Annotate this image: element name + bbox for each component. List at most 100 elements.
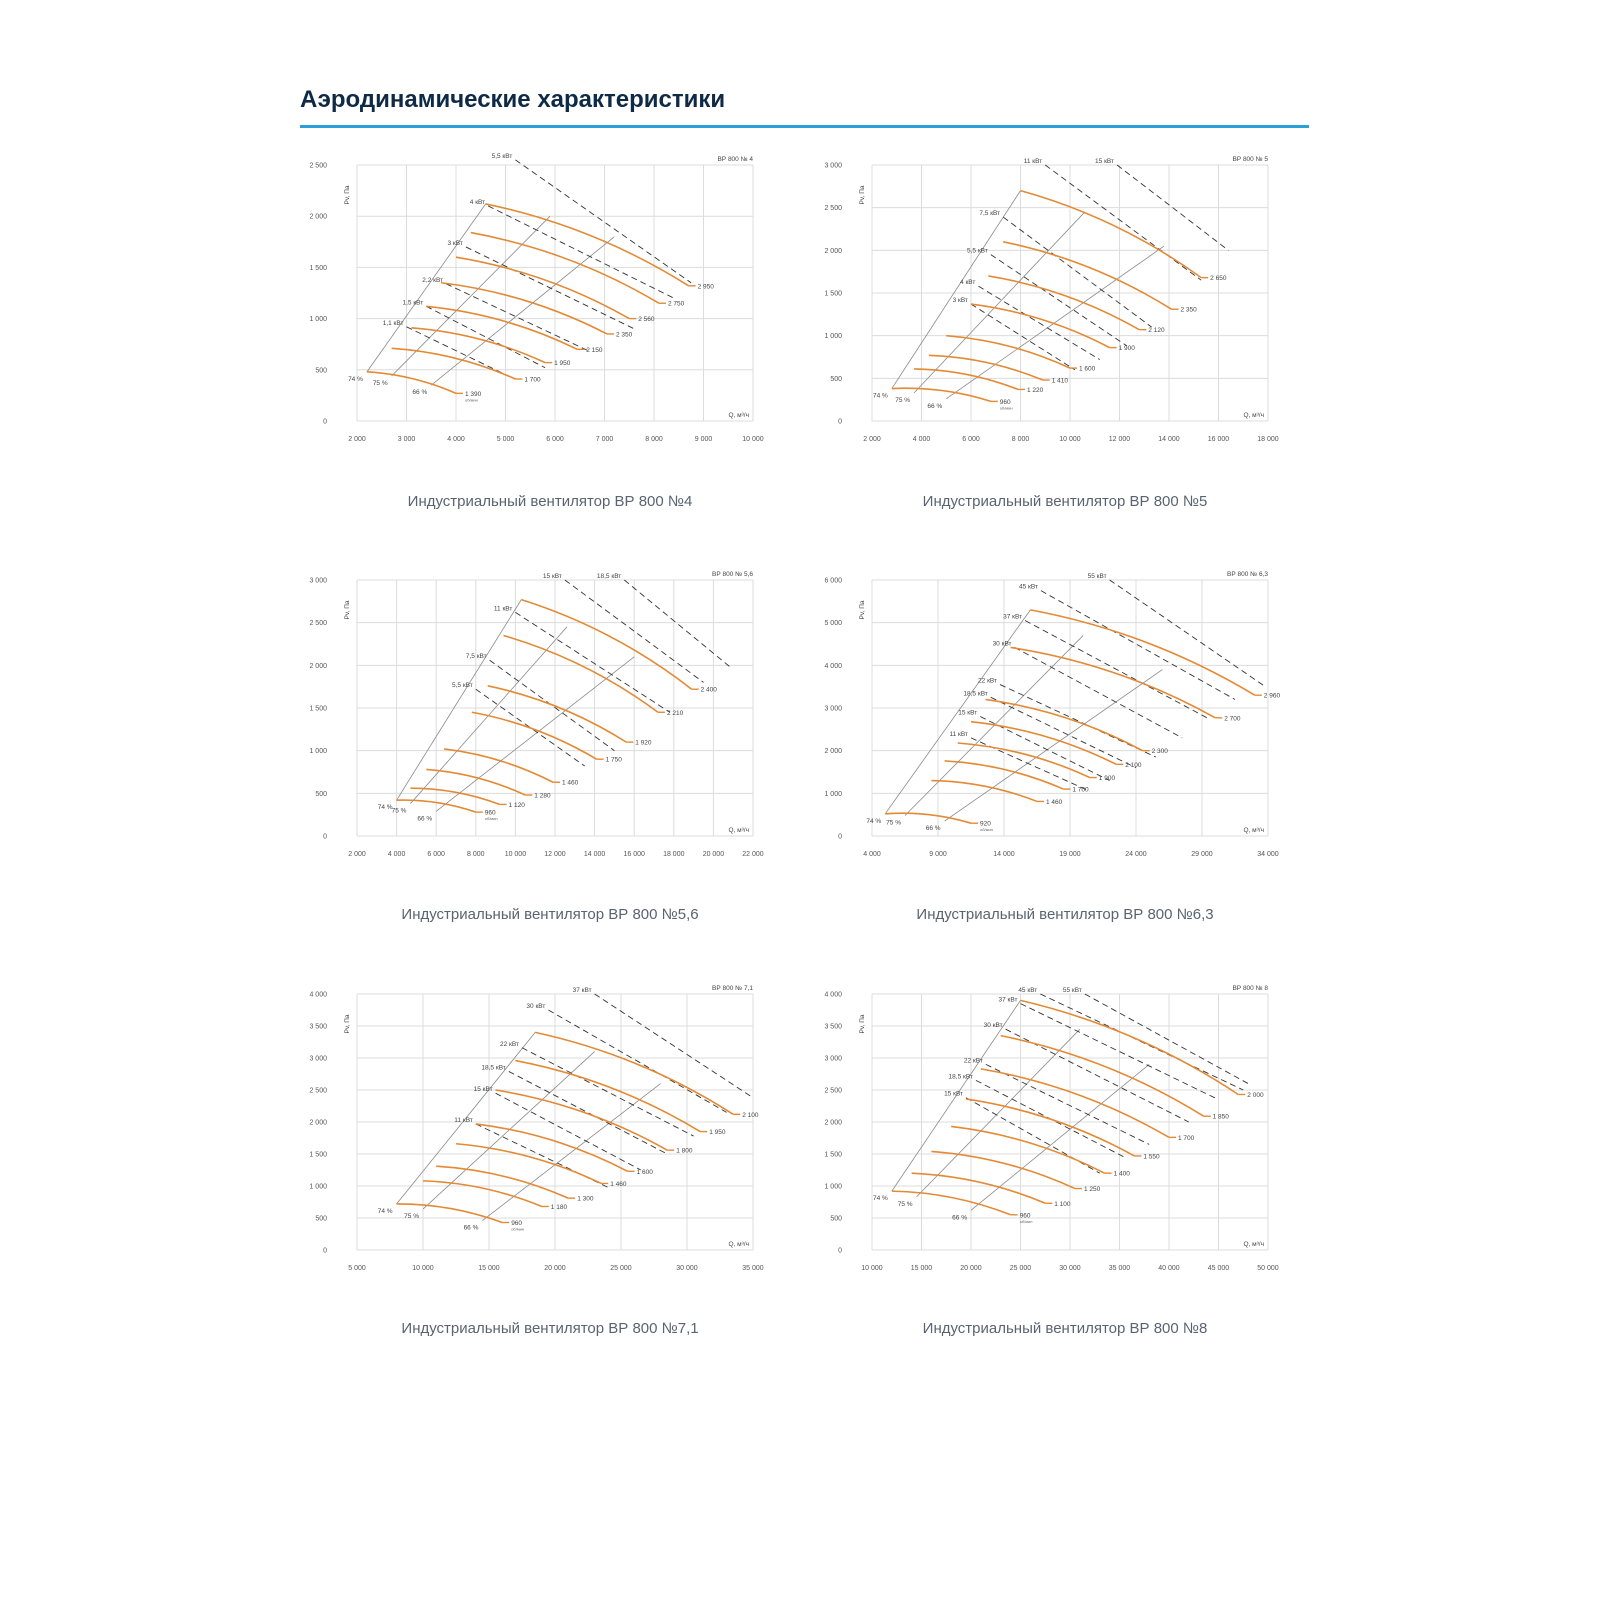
chart-grid: [356, 579, 754, 837]
power-label: 1,5 кВт: [403, 299, 424, 306]
power-label: 1,1 кВт: [383, 320, 404, 327]
power-line: [624, 579, 732, 669]
x-tick-label: 40 000: [1158, 1265, 1180, 1272]
y-tick-label: 4 000: [309, 992, 327, 999]
fan-curve: [1000, 1034, 1205, 1117]
rpm-label: 1 300: [577, 1196, 594, 1203]
power-label: 15 кВт: [958, 710, 977, 717]
chart-grid: [356, 164, 754, 422]
efficiency-line: [422, 1051, 595, 1210]
power-line: [980, 716, 1110, 781]
fan-curve: [503, 634, 659, 713]
y-tick-label: 2 000: [824, 248, 842, 255]
fan-curve: [521, 598, 693, 690]
power-line: [1084, 993, 1249, 1084]
x-tick-label: 45 000: [1208, 1265, 1230, 1272]
efficiency-label: 74 %: [378, 804, 393, 811]
x-tick-label: 20 000: [960, 1265, 982, 1272]
y-axis-label: Pv, Па: [344, 600, 351, 619]
fan-curve: [426, 768, 526, 796]
rpm-label: 1 400: [1114, 1171, 1131, 1178]
y-tick-label: 2 500: [824, 205, 842, 212]
fan-curve: [455, 1142, 602, 1185]
chart-svg: 2 000 4 000 6 000 8 000 10 000 12 000 14 000 16…: [309, 571, 763, 858]
power-label: 37 кВт: [999, 997, 1018, 1004]
rpm-label: 2 950: [698, 283, 715, 290]
rpm-label: 960: [511, 1220, 522, 1227]
fan-curve: [515, 1059, 701, 1133]
fan-curve: [946, 334, 1071, 369]
chart-caption-vr800-4: Индустриальный вентилятор ВР 800 №4: [407, 493, 693, 510]
power-label: 15 кВт: [944, 1091, 963, 1098]
power-line: [465, 246, 635, 330]
y-tick-label: 500: [830, 1216, 842, 1223]
y-tick-label: 3 500: [309, 1024, 327, 1031]
power-line: [978, 285, 1100, 360]
rpm-label: 1 120: [509, 802, 526, 809]
fan-curve: [914, 368, 1019, 391]
rpm-label: 1 600: [1079, 366, 1096, 373]
efficiency-line: [884, 609, 1031, 815]
chart-vr800-6-3: 4 000 9 000 14 000 19 000 24 000 29 000 34 000…: [820, 558, 1290, 883]
efficiency-line: [944, 669, 1163, 822]
x-tick-label: 9 000: [929, 851, 947, 858]
power-label: 5,5 кВт: [967, 248, 988, 255]
fan-curve: [487, 685, 627, 743]
rpm-label: 1 600: [637, 1169, 654, 1176]
chart-grid: [356, 993, 754, 1251]
y-tick-label: 500: [830, 376, 842, 383]
power-line: [487, 205, 675, 299]
y-tick-label: 0: [838, 1248, 842, 1255]
y-tick-label: 3 000: [824, 163, 842, 170]
power-label: 18,5 кВт: [963, 690, 987, 697]
fan-curve: [891, 387, 992, 403]
chart-grid: [871, 993, 1269, 1251]
chart-caption-vr800-6-3: Индустриальный вентилятор ВР 800 №6,3: [916, 906, 1214, 923]
y-axis-label: Pv, Па: [344, 1014, 351, 1033]
efficiency-line: [396, 599, 522, 801]
rpm-unit-label: об/мин: [485, 816, 498, 821]
x-tick-label: 9 000: [695, 436, 713, 443]
x-axis-label: Q, м³/ч: [729, 412, 750, 419]
y-tick-label: 0: [323, 834, 327, 841]
efficiency-label: 75 %: [392, 808, 407, 815]
y-tick-label: 1 000: [309, 1184, 327, 1191]
fan-curve: [985, 698, 1143, 752]
efficiency-label: 66 %: [926, 825, 941, 832]
fan-curve: [411, 327, 546, 364]
rpm-label: 1 800: [676, 1148, 693, 1155]
rpm-label: 2 300: [1152, 748, 1169, 755]
power-label: 37 кВт: [573, 987, 592, 994]
rpm-label: 1 750: [606, 757, 623, 764]
x-tick-label: 4 000: [913, 436, 931, 443]
efficiency-label: 66 %: [952, 1214, 967, 1221]
x-tick-label: 25 000: [1010, 1265, 1032, 1272]
power-label: 11 кВт: [454, 1117, 473, 1124]
rpm-label: 1 250: [1084, 1186, 1101, 1193]
x-tick-label: 12 000: [544, 851, 566, 858]
power-line: [1024, 620, 1209, 720]
fan-curve: [391, 347, 516, 380]
rpm-label: 960: [485, 810, 496, 817]
power-label: 30 кВт: [526, 1003, 545, 1010]
chart-svg: 2 000 4 000 6 000 8 000 10 000 12 000 14 000 16…: [824, 156, 1278, 443]
power-line: [426, 305, 546, 369]
fan-curve: [980, 1068, 1170, 1139]
x-tick-label: 35 000: [742, 1265, 764, 1272]
x-tick-label: 25 000: [610, 1265, 632, 1272]
rpm-label: 1 180: [551, 1204, 568, 1211]
rpm-label: 1 460: [1046, 799, 1063, 806]
x-tick-label: 14 000: [1158, 436, 1180, 443]
x-axis-label: Q, м³/ч: [729, 1241, 750, 1248]
chart-tag: ВР 800 № 4: [717, 156, 753, 163]
y-tick-label: 5 000: [824, 620, 842, 627]
x-tick-label: 4 000: [388, 851, 406, 858]
chart-tag: ВР 800 № 6,3: [1227, 571, 1268, 578]
fan-curve: [928, 354, 1044, 381]
power-label: 11 кВт: [1024, 158, 1043, 165]
efficiency-label: 66 %: [417, 815, 432, 822]
efficiency-line: [482, 1083, 661, 1221]
rpm-label: 960: [1000, 399, 1011, 406]
fan-curve: [396, 1203, 503, 1224]
power-line: [1040, 590, 1236, 700]
